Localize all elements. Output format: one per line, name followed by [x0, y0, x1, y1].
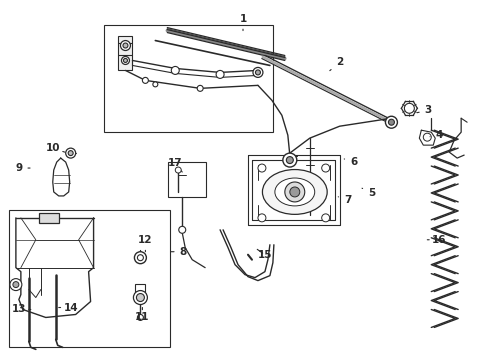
Circle shape	[255, 70, 260, 75]
Circle shape	[153, 82, 158, 87]
Circle shape	[385, 116, 397, 128]
Circle shape	[216, 71, 224, 78]
Text: 5: 5	[361, 188, 374, 198]
Circle shape	[404, 103, 413, 113]
Text: 1: 1	[239, 14, 246, 31]
Circle shape	[133, 291, 147, 305]
Text: 11: 11	[135, 307, 149, 323]
Text: 12: 12	[138, 235, 152, 252]
Circle shape	[179, 226, 185, 233]
Text: 10: 10	[45, 143, 64, 153]
Circle shape	[121, 57, 129, 64]
Circle shape	[137, 315, 143, 320]
Text: 13: 13	[12, 305, 31, 315]
Text: 4: 4	[429, 130, 442, 140]
Text: 7: 7	[338, 195, 350, 205]
Circle shape	[423, 133, 430, 141]
Circle shape	[321, 164, 329, 172]
Bar	[103, 24, 272, 132]
Circle shape	[197, 85, 203, 91]
Ellipse shape	[274, 178, 314, 206]
Circle shape	[10, 279, 22, 291]
Bar	[118, 36, 132, 71]
Circle shape	[120, 41, 130, 50]
Circle shape	[387, 119, 394, 125]
Circle shape	[171, 67, 179, 75]
Ellipse shape	[262, 170, 326, 214]
Circle shape	[286, 157, 293, 163]
Circle shape	[289, 187, 299, 197]
Circle shape	[258, 214, 265, 222]
Circle shape	[285, 182, 304, 202]
Circle shape	[68, 150, 73, 156]
Text: 2: 2	[329, 58, 343, 71]
Circle shape	[13, 282, 19, 288]
Text: 9: 9	[15, 163, 30, 173]
Text: 15: 15	[257, 249, 272, 260]
Text: 3: 3	[416, 105, 431, 115]
Circle shape	[321, 214, 329, 222]
Circle shape	[142, 77, 148, 84]
Text: 17: 17	[167, 158, 182, 172]
Circle shape	[258, 164, 265, 172]
Bar	[168, 162, 206, 197]
Text: 14: 14	[59, 302, 78, 312]
Circle shape	[282, 153, 296, 167]
Circle shape	[175, 167, 181, 173]
Circle shape	[136, 293, 144, 302]
Text: 16: 16	[427, 235, 446, 245]
Circle shape	[137, 255, 143, 261]
Circle shape	[134, 252, 146, 264]
Circle shape	[122, 43, 128, 48]
Bar	[9, 210, 170, 347]
Circle shape	[65, 148, 76, 158]
Circle shape	[123, 58, 127, 62]
Bar	[39, 213, 59, 223]
Text: 8: 8	[171, 247, 186, 257]
Circle shape	[252, 67, 263, 77]
Text: 6: 6	[344, 157, 356, 167]
Bar	[135, 284, 145, 296]
